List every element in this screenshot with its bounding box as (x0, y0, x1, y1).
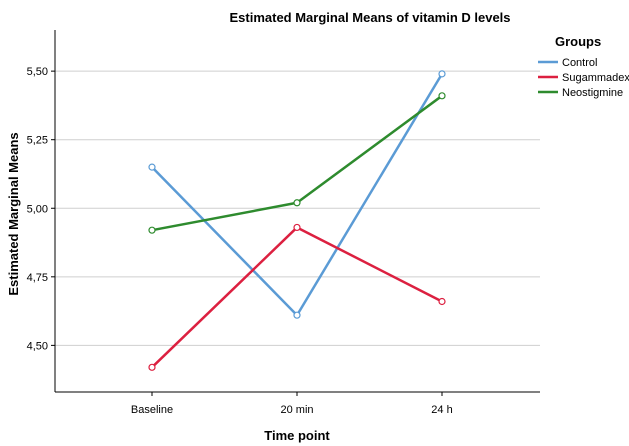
y-tick-label: 5,25 (27, 135, 48, 147)
chart-title: Estimated Marginal Means of vitamin D le… (229, 10, 510, 25)
legend-label: Sugammadex (562, 72, 629, 84)
data-point-sugammadex (438, 297, 446, 306)
data-point-control (438, 70, 446, 78)
y-tick-label: 4,50 (27, 340, 48, 352)
x-axis-title: Time point (264, 428, 330, 443)
y-ticks: 4,50 4,75 5,00 5,25 5,50 (27, 66, 55, 352)
legend-title: Groups (555, 34, 601, 49)
data-point-neostigmine (148, 226, 156, 234)
data-point-neostigmine (438, 92, 446, 100)
x-ticks: Baseline 20 min 24 h (131, 392, 453, 416)
data-point-control (148, 163, 156, 171)
y-tick-label: 5,50 (27, 66, 48, 78)
data-point-sugammadex (148, 363, 156, 371)
legend-label: Neostigmine (562, 87, 623, 99)
data-point-control (293, 311, 301, 319)
y-tick-label: 4,75 (27, 272, 48, 284)
y-axis-title: Estimated Marginal Means (6, 132, 21, 295)
legend-label: Control (562, 57, 597, 69)
x-tick-label: Baseline (131, 404, 173, 416)
legend: Control Sugammadex Neostigmine (538, 57, 629, 99)
x-tick-label: 20 min (280, 404, 313, 416)
grid (55, 70, 540, 346)
data-point-sugammadex (293, 223, 301, 232)
x-tick-label: 24 h (431, 404, 452, 416)
series-group (148, 70, 446, 371)
data-point-neostigmine (293, 199, 301, 207)
series-line-sugammadex (151, 226, 443, 369)
y-tick-label: 5,00 (27, 203, 48, 215)
